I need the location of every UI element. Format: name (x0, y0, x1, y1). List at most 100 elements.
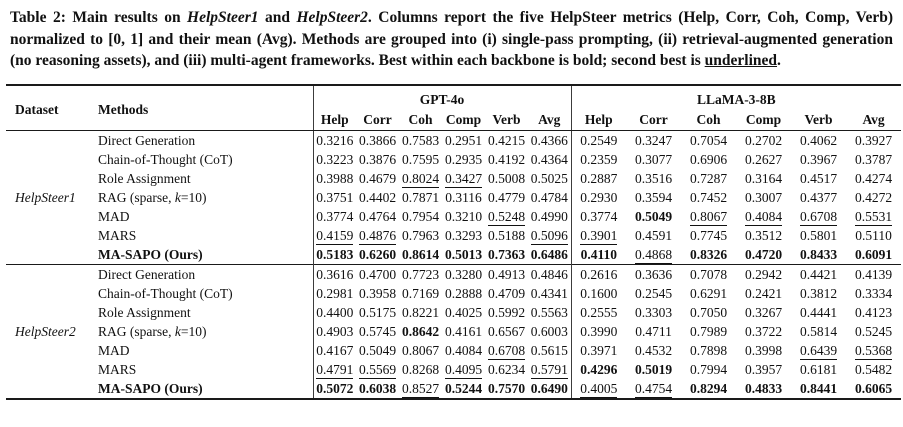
method-label: MARS (98, 362, 137, 378)
dataset-label: HelpSteer2 (6, 264, 92, 400)
metric-cell: 0.7745 (689, 228, 728, 244)
caption-dataset1: HelpSteer1 (187, 9, 259, 26)
metric-cell: 0.5368 (846, 341, 901, 361)
caption-underlined-word: underlined (704, 52, 778, 70)
metric-cell: 0.4272 (855, 190, 893, 206)
metric-cell: 0.2942 (736, 264, 792, 285)
caption-text-3: . Columns report the five HelpSteer metr… (10, 9, 893, 70)
metric-cell: 0.8268 (401, 362, 440, 378)
method-label: Role Assignment (98, 305, 191, 321)
metric-cell: 0.4532 (634, 343, 673, 359)
metric-cell: 0.5049 (358, 343, 397, 359)
table-row: MAD 0.4167 0.5049 0.8067 0.4084 0.6708 0.5615 0… (6, 341, 901, 361)
metric-cell: 0.8433 (799, 247, 838, 263)
table-row: MARS 0.4791 0.5569 0.8268 0.4095 0.6234 0.5791… (6, 360, 901, 380)
col-header-backbone-gpt4o: GPT-4o (312, 85, 572, 110)
underlined-value: 0.4005 (580, 381, 618, 399)
method-label-segment: k (174, 190, 181, 206)
metric-cell: 0.4400 (312, 303, 356, 323)
col-header-dataset: Dataset (6, 85, 92, 132)
metric-cell: 0.4215 (487, 133, 526, 149)
col-header-metric: Comp (442, 109, 485, 132)
group-helpsteer2: HelpSteer2 Direct Generation 0.3616 0.4700 0… (6, 264, 902, 400)
metric-cell: 0.4364 (530, 152, 568, 168)
col-header-metric: Help (570, 109, 627, 132)
metric-cell: 0.4366 (530, 133, 568, 149)
metric-cell: 0.4084 (444, 343, 483, 359)
metric-cell: 0.4377 (799, 190, 838, 206)
underlined-value: 0.4754 (634, 381, 673, 399)
underlined-value: 0.6708 (487, 343, 526, 361)
metric-cell: 0.3267 (744, 305, 783, 321)
metric-cell: 0.8527 (399, 379, 442, 399)
table-header: Dataset Methods GPT-4o LLaMA-3-8B Help C… (6, 85, 902, 132)
metric-cell: 0.5013 (444, 247, 483, 263)
metric-cell: 0.4903 (312, 322, 356, 342)
metric-cell: 0.3958 (358, 286, 397, 302)
method-label: MA-SAPO (Ours) (98, 247, 203, 263)
table-row: MARS 0.4159 0.4876 0.7963 0.3293 0.5188 0.5096… (6, 226, 901, 246)
metric-cell: 0.3988 (312, 169, 356, 189)
metric-cell: 0.4709 (487, 286, 526, 302)
metric-cell: 0.7994 (689, 362, 728, 378)
metric-cell: 0.3293 (444, 228, 483, 244)
metric-cell: 0.5615 (530, 343, 568, 359)
metric-cell: 0.7723 (399, 264, 442, 285)
metric-cell: 0.7963 (401, 228, 440, 244)
caption-dataset2: HelpSteer2 (296, 9, 368, 26)
metric-cell: 0.3280 (442, 264, 485, 285)
metric-cell: 0.3516 (634, 171, 673, 187)
metric-cell: 0.5183 (312, 245, 356, 265)
metric-cell: 0.4764 (358, 209, 397, 225)
col-header-metric: Corr (356, 109, 399, 132)
metric-cell: 0.3971 (570, 341, 627, 361)
metric-cell: 0.2981 (312, 284, 356, 304)
metric-cell: 0.6490 (530, 381, 568, 397)
table-row: HelpSteer2 Direct Generation 0.3616 0.4700 0… (6, 264, 902, 400)
metric-cell: 0.3722 (744, 324, 783, 340)
table-caption: Table 2: Main results on HelpSteer1 and … (10, 7, 893, 72)
metric-cell: 0.4139 (846, 264, 902, 285)
metric-cell: 0.5814 (799, 324, 838, 340)
underlined-value: 0.5569 (358, 362, 397, 380)
metric-cell: 0.6260 (358, 247, 397, 263)
header-row-metrics: Help Corr Coh Comp Verb Avg Help Corr Co… (6, 109, 902, 132)
table-row: MA-SAPO (Ours) 0.5183 0.6260 0.8614 0.5013 0.… (6, 245, 901, 265)
method-label: Chain-of-Thought (CoT) (98, 286, 233, 302)
metric-cell: 0.3427 (442, 169, 485, 189)
metric-cell: 0.3901 (570, 226, 627, 246)
metric-cell: 0.4161 (444, 324, 483, 340)
col-header-backbone-llama: LLaMA-3-8B (570, 85, 902, 110)
method-label: Direct Generation (92, 264, 313, 285)
col-header-methods: Methods (92, 85, 313, 132)
metric-cell: 0.4846 (528, 264, 572, 285)
metric-cell: 0.4341 (530, 286, 568, 302)
method-label: RAG (sparse, k=10) (92, 322, 313, 341)
metric-cell: 0.4517 (799, 171, 838, 187)
col-header-metric: Comp (736, 109, 792, 132)
metric-cell: 0.7452 (689, 190, 728, 206)
method-label-segment: RAG (sparse, (98, 190, 175, 206)
metric-cell: 0.3007 (744, 190, 783, 206)
metric-cell: 0.2421 (744, 286, 783, 302)
metric-cell: 0.5801 (799, 228, 838, 244)
table-row: MAD 0.3774 0.4764 0.7954 0.3210 0.5248 0.4990 0… (6, 207, 901, 227)
table-row: Chain-of-Thought (CoT) 0.2981 0.3958 0.7169… (6, 284, 901, 304)
metric-cell: 0.6038 (358, 381, 397, 397)
col-header-metric: Avg (528, 109, 572, 132)
metric-cell: 0.4095 (442, 360, 485, 380)
metric-cell: 0.7078 (681, 264, 737, 285)
header-row-backbones: Dataset Methods GPT-4o LLaMA-3-8B (6, 85, 902, 132)
metric-cell: 0.3164 (744, 171, 783, 187)
metric-cell: 0.3636 (626, 264, 682, 285)
metric-cell: 0.7169 (401, 286, 440, 302)
metric-cell: 0.6906 (689, 152, 728, 168)
col-header-metric: Corr (626, 109, 682, 132)
metric-cell: 0.4167 (312, 341, 356, 361)
metric-cell: 0.3594 (634, 190, 673, 206)
metric-cell: 0.7054 (689, 133, 728, 149)
metric-cell: 0.2935 (444, 152, 483, 168)
metric-cell: 0.4159 (312, 226, 356, 246)
metric-cell: 0.5563 (530, 305, 568, 321)
metric-cell: 0.3957 (744, 362, 783, 378)
